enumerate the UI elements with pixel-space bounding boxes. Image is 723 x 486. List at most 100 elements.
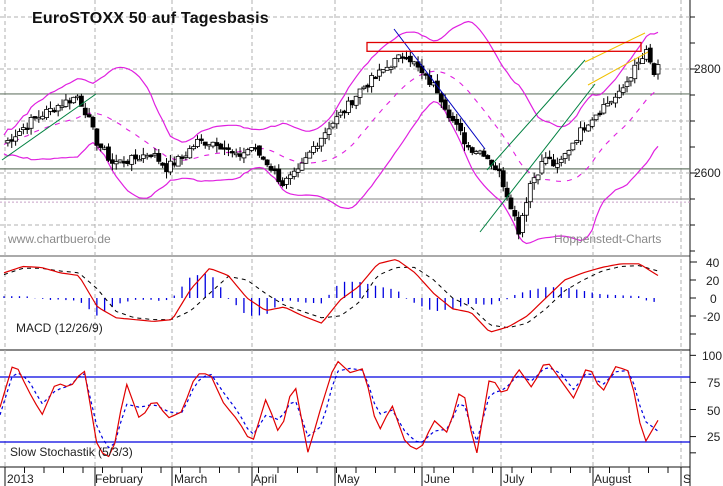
candle bbox=[98, 143, 104, 148]
candle bbox=[237, 153, 243, 157]
bollinger-upper-band bbox=[3, 20, 659, 143]
macd-line bbox=[3, 259, 659, 333]
stochastic-label: Slow Stochastik (5/3/3) bbox=[10, 445, 133, 459]
price-tick-2600: 2600 bbox=[694, 166, 721, 180]
candle bbox=[624, 81, 630, 87]
candle bbox=[272, 168, 278, 172]
candle bbox=[307, 151, 313, 159]
candle bbox=[75, 95, 80, 99]
candle bbox=[179, 156, 185, 159]
candle bbox=[222, 147, 227, 150]
candle bbox=[407, 55, 413, 63]
candle bbox=[148, 154, 154, 157]
stoch-tick-100: 100 bbox=[702, 349, 723, 363]
month-label-september: S bbox=[683, 472, 692, 486]
rising-channel-lower bbox=[587, 51, 649, 86]
candle bbox=[647, 47, 653, 63]
candle bbox=[369, 75, 375, 87]
candle bbox=[13, 136, 19, 142]
candle bbox=[303, 157, 309, 164]
candle bbox=[527, 183, 533, 203]
candle bbox=[601, 104, 607, 114]
candle bbox=[520, 215, 525, 233]
uptrend-line-january bbox=[1, 93, 97, 161]
candle bbox=[20, 127, 26, 130]
stoch-k-line bbox=[0, 360, 659, 458]
candle bbox=[5, 140, 11, 144]
candle bbox=[171, 162, 177, 166]
candle bbox=[121, 161, 127, 164]
candlesticks bbox=[5, 43, 661, 240]
candle bbox=[322, 132, 328, 139]
candle bbox=[117, 159, 123, 163]
candle bbox=[524, 202, 529, 216]
candle bbox=[284, 177, 289, 185]
macd-tick-minus20: -20 bbox=[703, 310, 721, 324]
candle bbox=[156, 153, 162, 162]
candle bbox=[233, 152, 239, 156]
candle bbox=[249, 147, 255, 151]
rising-channel-upper bbox=[584, 32, 646, 63]
stoch-d-line bbox=[0, 367, 659, 449]
candle bbox=[17, 131, 22, 136]
candle bbox=[388, 66, 394, 70]
candle bbox=[361, 86, 367, 90]
candle bbox=[257, 145, 262, 156]
candle bbox=[113, 161, 119, 165]
candle bbox=[454, 118, 460, 125]
candle bbox=[632, 64, 638, 80]
candle bbox=[253, 147, 258, 150]
watermark-chartbuero: www.chartbuero.de bbox=[8, 232, 111, 246]
macd-tick-0: 0 bbox=[710, 292, 717, 306]
month-label-june: June bbox=[424, 472, 451, 486]
candle bbox=[229, 151, 235, 154]
candle bbox=[276, 168, 282, 183]
candle bbox=[63, 99, 69, 107]
downtrend-line bbox=[393, 28, 486, 150]
candle bbox=[620, 87, 626, 93]
stoch-tick-75: 75 bbox=[707, 376, 721, 390]
candle bbox=[94, 128, 100, 146]
candle bbox=[605, 102, 611, 107]
candle bbox=[125, 160, 131, 165]
candle bbox=[384, 66, 390, 71]
candle bbox=[86, 114, 92, 118]
candle bbox=[415, 61, 421, 68]
candle bbox=[67, 100, 73, 104]
candle bbox=[493, 165, 498, 171]
month-label-july: July bbox=[503, 472, 525, 486]
candle bbox=[404, 56, 409, 60]
candle bbox=[380, 69, 386, 73]
candle bbox=[458, 122, 464, 132]
candle bbox=[543, 157, 549, 164]
candle bbox=[291, 170, 297, 177]
candle bbox=[636, 61, 642, 65]
candle bbox=[9, 139, 15, 142]
candle bbox=[438, 93, 444, 103]
candle bbox=[202, 141, 208, 146]
candle bbox=[570, 142, 576, 151]
candle bbox=[574, 140, 580, 144]
month-label-march: March bbox=[174, 472, 208, 486]
watermark-hoppenstedt: Hoppenstedt-Charts bbox=[554, 232, 662, 246]
candle bbox=[264, 159, 270, 166]
candle bbox=[357, 88, 363, 98]
candle bbox=[500, 170, 506, 188]
candle bbox=[609, 100, 614, 104]
candle bbox=[55, 105, 61, 112]
candle bbox=[106, 146, 111, 161]
candle bbox=[628, 77, 634, 82]
candle bbox=[469, 147, 475, 153]
candle bbox=[226, 147, 231, 150]
candle bbox=[59, 105, 65, 108]
candle bbox=[450, 115, 456, 122]
candle bbox=[342, 110, 347, 114]
candle bbox=[311, 146, 316, 153]
candle bbox=[40, 115, 46, 120]
candle bbox=[496, 168, 502, 172]
candle bbox=[589, 119, 595, 127]
macd-tick-40: 40 bbox=[706, 256, 720, 270]
month-label-2013: 2013 bbox=[7, 472, 34, 486]
candle bbox=[400, 56, 405, 59]
